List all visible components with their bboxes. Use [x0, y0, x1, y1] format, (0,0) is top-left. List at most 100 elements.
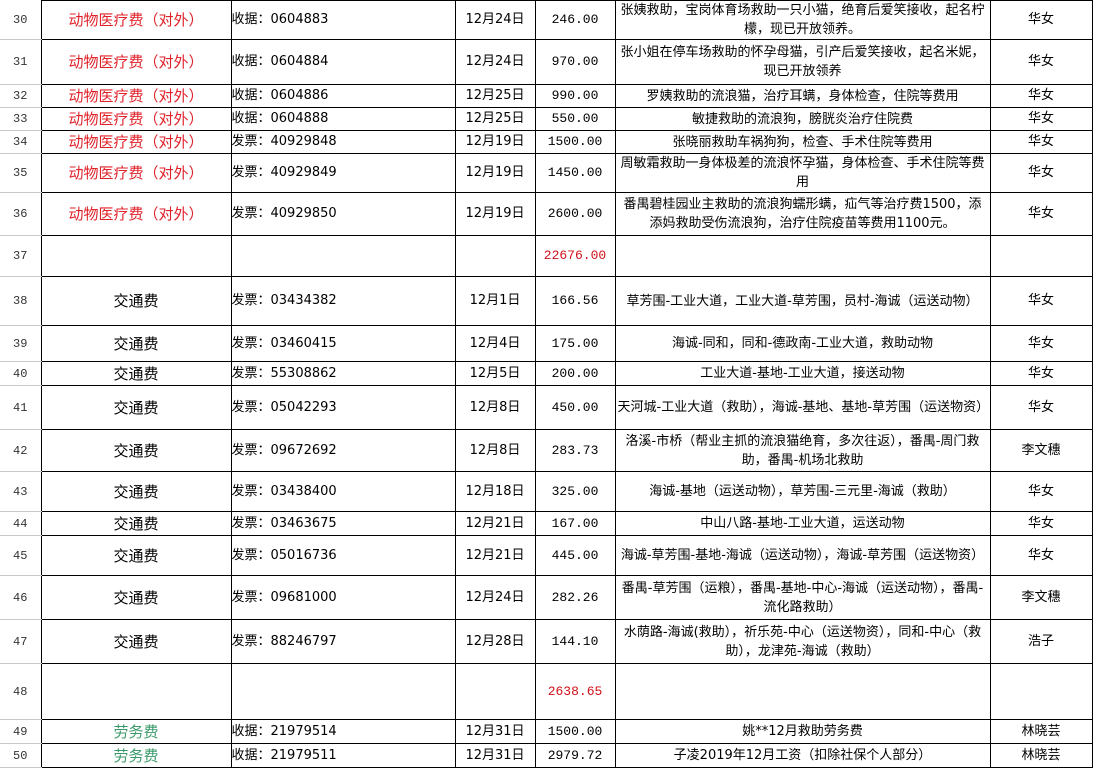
amount-cell[interactable]: 2979.72 [534, 743, 616, 768]
person-cell[interactable]: 华女 [989, 192, 1093, 236]
amount-cell[interactable]: 175.00 [534, 325, 616, 362]
row-number[interactable]: 49 [0, 719, 42, 744]
date-cell[interactable]: 12月19日 [454, 192, 536, 236]
category-cell[interactable]: 交通费 [40, 535, 232, 576]
receipt-cell[interactable]: 发票：03438400 [230, 471, 456, 512]
amount-cell[interactable]: 970.00 [534, 39, 616, 85]
amount-cell[interactable]: 166.56 [534, 276, 616, 326]
category-cell[interactable]: 动物医疗费（对外） [40, 39, 232, 85]
row-number[interactable]: 35 [0, 153, 42, 193]
receipt-cell[interactable]: 发票：03460415 [230, 325, 456, 362]
receipt-cell[interactable]: 发票：03434382 [230, 276, 456, 326]
row-number[interactable]: 41 [0, 385, 42, 430]
description-cell[interactable]: 草芳围-工业大道，工业大道-草芳围，员村-海诚（运送动物） [614, 276, 991, 326]
amount-cell[interactable]: 1450.00 [534, 153, 616, 193]
amount-cell[interactable]: 445.00 [534, 535, 616, 576]
receipt-cell[interactable]: 发票：40929849 [230, 153, 456, 193]
row-number[interactable]: 45 [0, 535, 42, 576]
category-cell[interactable]: 劳务费 [40, 743, 232, 768]
description-cell[interactable]: 水荫路-海诚(救助），祈乐苑-中心（运送物资），同和-中心（救助），龙津苑-海诚… [614, 619, 991, 664]
row-number[interactable]: 40 [0, 361, 42, 386]
amount-cell[interactable]: 990.00 [534, 84, 616, 108]
person-cell[interactable]: 李文穗 [989, 575, 1093, 620]
row-number[interactable]: 37 [0, 235, 42, 277]
row-number[interactable]: 32 [0, 84, 42, 108]
date-cell[interactable]: 12月19日 [454, 130, 536, 154]
row-number[interactable]: 30 [0, 0, 42, 40]
date-cell[interactable] [454, 235, 536, 277]
row-number[interactable]: 36 [0, 192, 42, 236]
row-number[interactable]: 33 [0, 107, 42, 131]
person-cell[interactable]: 林晓芸 [989, 719, 1093, 744]
description-cell[interactable]: 海诚-基地（运送动物），草芳围-三元里-海诚（救助） [614, 471, 991, 512]
date-cell[interactable]: 12月8日 [454, 385, 536, 430]
amount-cell[interactable]: 283.73 [534, 429, 616, 472]
receipt-cell[interactable]: 发票：03463675 [230, 511, 456, 536]
amount-cell[interactable]: 246.00 [534, 0, 616, 40]
amount-cell[interactable]: 450.00 [534, 385, 616, 430]
description-cell[interactable]: 张姨救助，宝岗体育场救助一只小猫，绝育后爱笑接收，起名柠檬，现已开放领养。 [614, 0, 991, 40]
category-cell[interactable]: 交通费 [40, 575, 232, 620]
description-cell[interactable]: 张小姐在停车场救助的怀孕母猫，引产后爱笑接收，起名米妮，现已开放领养 [614, 39, 991, 85]
receipt-cell[interactable]: 发票：05042293 [230, 385, 456, 430]
person-cell[interactable]: 浩子 [989, 619, 1093, 664]
receipt-cell[interactable]: 发票：55308862 [230, 361, 456, 386]
description-cell[interactable] [614, 235, 991, 277]
description-cell[interactable]: 周敏霜救助一身体极差的流浪怀孕猫，身体检查、手术住院等费用 [614, 153, 991, 193]
date-cell[interactable]: 12月25日 [454, 84, 536, 108]
amount-cell[interactable]: 2600.00 [534, 192, 616, 236]
person-cell[interactable] [989, 235, 1093, 277]
amount-cell[interactable]: 325.00 [534, 471, 616, 512]
date-cell[interactable]: 12月4日 [454, 325, 536, 362]
description-cell[interactable]: 中山八路-基地-工业大道，运送动物 [614, 511, 991, 536]
person-cell[interactable]: 华女 [989, 107, 1093, 131]
person-cell[interactable]: 华女 [989, 0, 1093, 40]
receipt-cell[interactable]: 收据：0604886 [230, 84, 456, 108]
person-cell[interactable]: 华女 [989, 325, 1093, 362]
amount-cell[interactable]: 1500.00 [534, 719, 616, 744]
person-cell[interactable] [989, 663, 1093, 720]
amount-cell[interactable]: 200.00 [534, 361, 616, 386]
date-cell[interactable] [454, 663, 536, 720]
date-cell[interactable]: 12月8日 [454, 429, 536, 472]
amount-cell[interactable]: 282.26 [534, 575, 616, 620]
date-cell[interactable]: 12月21日 [454, 511, 536, 536]
description-cell[interactable]: 姚**12月救助劳务费 [614, 719, 991, 744]
date-cell[interactable]: 12月21日 [454, 535, 536, 576]
person-cell[interactable]: 华女 [989, 385, 1093, 430]
row-number[interactable]: 50 [0, 743, 42, 768]
person-cell[interactable]: 华女 [989, 276, 1093, 326]
category-cell[interactable]: 交通费 [40, 385, 232, 430]
description-cell[interactable]: 天河城-工业大道（救助），海诚-基地、基地-草芳围（运送物资） [614, 385, 991, 430]
description-cell[interactable]: 子凌2019年12月工资（扣除社保个人部分） [614, 743, 991, 768]
receipt-cell[interactable]: 发票：88246797 [230, 619, 456, 664]
amount-cell[interactable]: 1500.00 [534, 130, 616, 154]
person-cell[interactable]: 李文穗 [989, 429, 1093, 472]
row-number[interactable]: 38 [0, 276, 42, 326]
date-cell[interactable]: 12月28日 [454, 619, 536, 664]
date-cell[interactable]: 12月24日 [454, 39, 536, 85]
description-cell[interactable]: 张晓丽救助车祸狗狗，检查、手术住院等费用 [614, 130, 991, 154]
description-cell[interactable]: 番禺碧桂园业主救助的流浪狗蠕形螨，疝气等治疗费1500，添添妈救助受伤流浪狗，治… [614, 192, 991, 236]
date-cell[interactable]: 12月1日 [454, 276, 536, 326]
category-cell[interactable]: 交通费 [40, 325, 232, 362]
row-number[interactable]: 44 [0, 511, 42, 536]
person-cell[interactable]: 林晓芸 [989, 743, 1093, 768]
row-number[interactable]: 34 [0, 130, 42, 154]
category-cell[interactable]: 动物医疗费（对外） [40, 107, 232, 131]
row-number[interactable]: 42 [0, 429, 42, 472]
receipt-cell[interactable]: 收据：0604888 [230, 107, 456, 131]
person-cell[interactable]: 华女 [989, 361, 1093, 386]
person-cell[interactable]: 华女 [989, 153, 1093, 193]
amount-cell[interactable]: 550.00 [534, 107, 616, 131]
receipt-cell[interactable]: 发票：40929848 [230, 130, 456, 154]
category-cell[interactable]: 交通费 [40, 471, 232, 512]
amount-cell[interactable]: 22676.00 [534, 235, 616, 277]
category-cell[interactable]: 动物医疗费（对外） [40, 84, 232, 108]
row-number[interactable]: 31 [0, 39, 42, 85]
receipt-cell[interactable]: 发票：40929850 [230, 192, 456, 236]
row-number[interactable]: 43 [0, 471, 42, 512]
date-cell[interactable]: 12月18日 [454, 471, 536, 512]
row-number[interactable]: 48 [0, 663, 42, 720]
date-cell[interactable]: 12月31日 [454, 719, 536, 744]
